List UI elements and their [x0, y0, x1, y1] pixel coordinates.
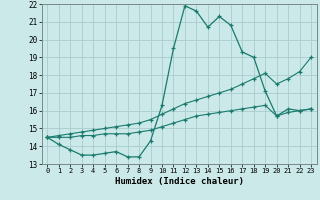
X-axis label: Humidex (Indice chaleur): Humidex (Indice chaleur)	[115, 177, 244, 186]
